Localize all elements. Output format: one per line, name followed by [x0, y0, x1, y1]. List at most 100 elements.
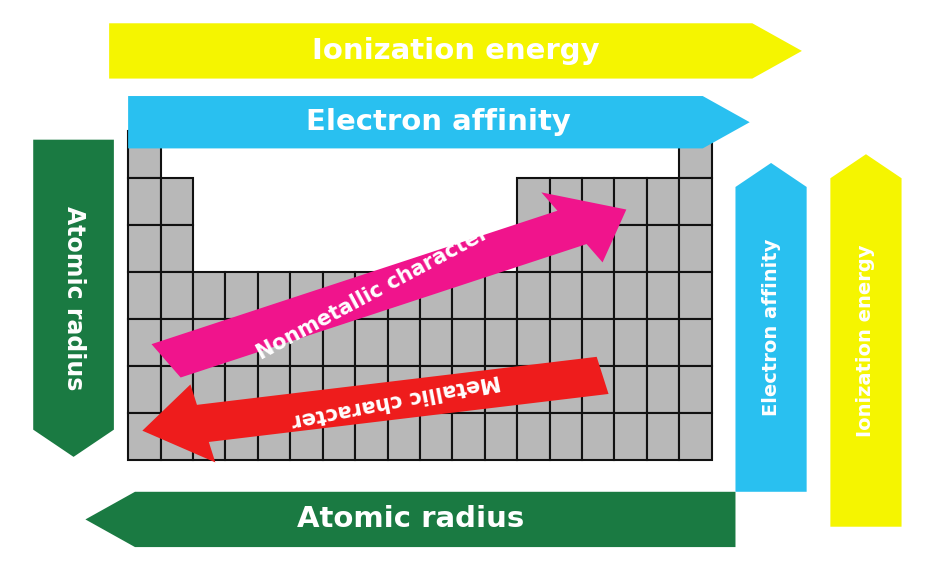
Text: Metallic character: Metallic character [289, 370, 502, 431]
Bar [387, 319, 419, 366]
Bar [517, 413, 549, 460]
Text: Atomic radius: Atomic radius [62, 206, 85, 391]
Bar [615, 178, 647, 225]
Bar [258, 319, 290, 366]
Text: Electron affinity: Electron affinity [307, 108, 571, 136]
Bar [290, 413, 323, 460]
Bar [679, 319, 712, 366]
Bar [419, 272, 453, 319]
Bar [517, 178, 549, 225]
Bar [387, 366, 419, 413]
Bar [160, 225, 193, 272]
Bar [549, 225, 582, 272]
Bar [419, 366, 453, 413]
Bar [582, 225, 615, 272]
Bar [355, 366, 387, 413]
Bar [485, 366, 517, 413]
Bar [679, 413, 712, 460]
Bar [323, 272, 355, 319]
Bar [160, 366, 193, 413]
Bar [355, 413, 387, 460]
Bar [549, 272, 582, 319]
Bar [582, 319, 615, 366]
Bar [647, 272, 679, 319]
Bar [453, 319, 485, 366]
Text: Ionization energy: Ionization energy [856, 244, 876, 436]
Bar [387, 272, 419, 319]
Text: Electron affinity: Electron affinity [761, 239, 781, 416]
FancyArrow shape [152, 193, 626, 378]
Bar [225, 319, 258, 366]
Bar [128, 178, 160, 225]
Bar [647, 178, 679, 225]
Bar [679, 272, 712, 319]
Bar [453, 272, 485, 319]
Bar [647, 225, 679, 272]
Bar [225, 272, 258, 319]
Bar [517, 272, 549, 319]
Bar [679, 178, 712, 225]
Bar [128, 366, 160, 413]
Bar [355, 272, 387, 319]
Bar [225, 366, 258, 413]
Bar [290, 272, 323, 319]
Bar [647, 413, 679, 460]
Text: Atomic radius: Atomic radius [297, 505, 524, 534]
Bar [517, 319, 549, 366]
Bar [258, 272, 290, 319]
Bar [290, 366, 323, 413]
FancyArrow shape [142, 357, 608, 462]
Bar [193, 319, 225, 366]
Bar [582, 413, 615, 460]
Polygon shape [33, 140, 114, 457]
Text: Nonmetallic character: Nonmetallic character [253, 222, 493, 363]
Bar [419, 413, 453, 460]
Bar [485, 413, 517, 460]
Bar [615, 272, 647, 319]
Bar [419, 319, 453, 366]
Bar [615, 413, 647, 460]
Bar [128, 225, 160, 272]
Bar [615, 366, 647, 413]
Bar [679, 131, 712, 178]
Bar [549, 413, 582, 460]
Bar [160, 413, 193, 460]
Bar [160, 178, 193, 225]
Bar [549, 319, 582, 366]
Bar [517, 366, 549, 413]
Text: Ionization energy: Ionization energy [311, 37, 600, 65]
Bar [679, 366, 712, 413]
Bar [128, 131, 160, 178]
Bar [290, 319, 323, 366]
Polygon shape [830, 154, 902, 527]
Bar [193, 272, 225, 319]
Bar [517, 225, 549, 272]
Bar [549, 178, 582, 225]
Bar [258, 413, 290, 460]
Bar [679, 225, 712, 272]
Bar [355, 319, 387, 366]
Bar [323, 366, 355, 413]
Bar [485, 272, 517, 319]
Bar [193, 366, 225, 413]
Bar [225, 413, 258, 460]
Bar [160, 272, 193, 319]
Polygon shape [128, 96, 750, 148]
Bar [582, 272, 615, 319]
Bar [582, 178, 615, 225]
Bar [549, 366, 582, 413]
Bar [258, 366, 290, 413]
Bar [128, 272, 160, 319]
Polygon shape [109, 23, 802, 79]
Bar [453, 366, 485, 413]
Bar [582, 366, 615, 413]
Bar [323, 319, 355, 366]
Bar [647, 366, 679, 413]
Bar [193, 413, 225, 460]
Bar [615, 319, 647, 366]
Bar [128, 319, 160, 366]
Bar [453, 413, 485, 460]
Bar [387, 413, 419, 460]
Bar [647, 319, 679, 366]
Bar [323, 413, 355, 460]
